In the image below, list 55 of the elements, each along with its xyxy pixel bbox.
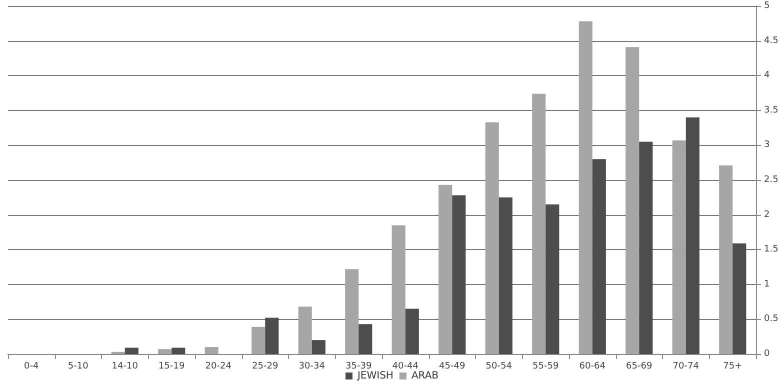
y-tick-label: 2.5 bbox=[764, 175, 778, 185]
x-tick-label: 15-19 bbox=[158, 362, 185, 372]
y-tick-label: 3 bbox=[764, 140, 770, 150]
bar bbox=[732, 243, 746, 354]
x-tick-label: 25-29 bbox=[252, 362, 278, 372]
bar bbox=[438, 184, 452, 354]
bar bbox=[158, 349, 172, 354]
bar bbox=[405, 308, 419, 354]
x-tick-label: 65-69 bbox=[626, 362, 652, 372]
bar bbox=[578, 21, 592, 354]
x-tick-label: 35-39 bbox=[346, 362, 372, 372]
legend-label: JEWISH bbox=[356, 370, 394, 382]
x-tick-label: 50-54 bbox=[486, 362, 512, 372]
x-tick-label: 20-24 bbox=[205, 362, 232, 372]
bar bbox=[265, 318, 279, 354]
bar bbox=[498, 197, 512, 354]
y-tick-label: 0.5 bbox=[764, 314, 778, 324]
bar bbox=[672, 140, 686, 354]
legend-label: ARAB bbox=[411, 370, 439, 382]
bar bbox=[546, 204, 560, 354]
x-tick-label: 70-74 bbox=[672, 362, 700, 372]
x-tick-label: 75+ bbox=[723, 362, 742, 372]
bar bbox=[345, 269, 359, 354]
y-tick-label: 4.5 bbox=[764, 36, 778, 46]
x-tick-label: 55-59 bbox=[532, 362, 559, 372]
y-tick-label: 4 bbox=[764, 70, 770, 81]
bar bbox=[392, 225, 406, 354]
y-tick-label: 0 bbox=[764, 349, 770, 359]
bar bbox=[592, 159, 606, 354]
bar bbox=[639, 142, 653, 354]
x-tick-label: 5-10 bbox=[68, 362, 89, 372]
bar bbox=[298, 306, 312, 354]
x-tick-label: 40-44 bbox=[392, 362, 419, 372]
x-tick-label: 60-64 bbox=[579, 362, 606, 372]
x-tick-label: 45-49 bbox=[439, 362, 466, 372]
y-tick-label: 1.5 bbox=[764, 244, 778, 255]
bar bbox=[252, 326, 266, 354]
bar bbox=[172, 348, 186, 354]
x-tick-label: 30-34 bbox=[298, 362, 326, 372]
bar bbox=[485, 122, 499, 354]
bar bbox=[358, 324, 372, 354]
bar bbox=[719, 165, 733, 354]
bar bbox=[204, 347, 218, 354]
bar bbox=[686, 117, 700, 354]
bar bbox=[312, 340, 326, 354]
bar bbox=[452, 195, 466, 354]
y-tick-label: 3.5 bbox=[764, 105, 778, 116]
x-tick-label: 14-10 bbox=[112, 362, 138, 372]
bar bbox=[532, 94, 546, 354]
y-tick-label: 5 bbox=[764, 1, 770, 11]
bar bbox=[626, 47, 640, 354]
y-tick-label: 1 bbox=[764, 279, 770, 290]
bar bbox=[124, 348, 138, 354]
y-tick-label: 2 bbox=[764, 210, 770, 220]
x-tick-label: 0-4 bbox=[24, 362, 39, 372]
